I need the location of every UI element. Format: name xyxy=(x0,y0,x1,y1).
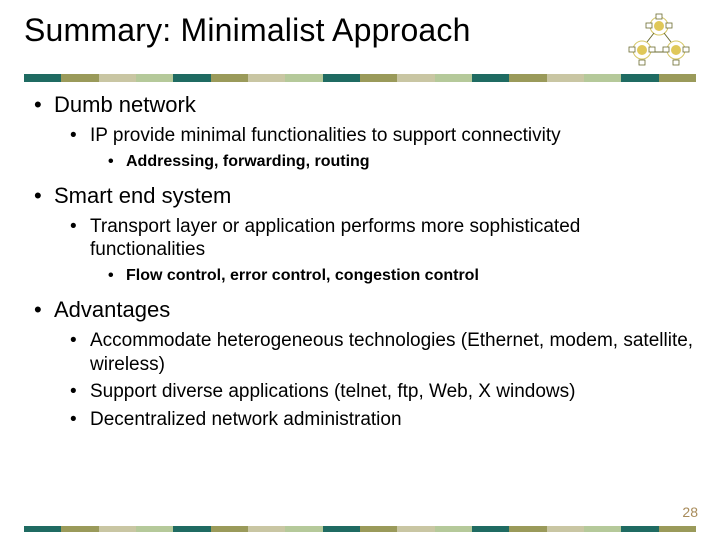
list-item: Transport layer or application performs … xyxy=(64,215,696,287)
bottom-divider xyxy=(24,526,696,532)
network-icon xyxy=(622,12,696,68)
divider-segment xyxy=(472,74,509,82)
divider-segment xyxy=(397,526,434,532)
divider-segment xyxy=(547,526,584,532)
divider-segment xyxy=(621,526,658,532)
divider-segment xyxy=(472,526,509,532)
divider-segment xyxy=(173,74,210,82)
divider-segment xyxy=(360,526,397,532)
list-item: Support diverse applications (telnet, ft… xyxy=(64,380,696,404)
divider-segment xyxy=(621,74,658,82)
divider-segment xyxy=(99,74,136,82)
divider-segment xyxy=(24,526,61,532)
bullet-text: Addressing, forwarding, routing xyxy=(126,153,370,170)
divider-segment xyxy=(509,526,546,532)
bullet-text: Smart end system xyxy=(54,183,231,208)
slide: Summary: Minimalist Approach xyxy=(0,0,720,540)
divider-segment xyxy=(99,526,136,532)
divider-segment xyxy=(323,74,360,82)
list-item: Accommodate heterogeneous technologies (… xyxy=(64,329,696,377)
divider-segment xyxy=(584,74,621,82)
list-item: Flow control, error control, congestion … xyxy=(102,266,696,287)
bullet-text: Accommodate heterogeneous technologies (… xyxy=(90,330,693,375)
bullet-text: Support diverse applications (telnet, ft… xyxy=(90,381,575,402)
content-area: Dumb network IP provide minimal function… xyxy=(24,92,696,432)
divider-segment xyxy=(659,74,696,82)
bullet-text: Advantages xyxy=(54,297,170,322)
title-row: Summary: Minimalist Approach xyxy=(24,12,696,68)
divider-segment xyxy=(285,74,322,82)
divider-segment xyxy=(61,74,98,82)
title-divider xyxy=(24,74,696,82)
divider-segment xyxy=(397,74,434,82)
page-number: 28 xyxy=(682,504,698,520)
bullet-list: Dumb network IP provide minimal function… xyxy=(28,92,696,432)
divider-segment xyxy=(211,526,248,532)
divider-segment xyxy=(360,74,397,82)
divider-segment xyxy=(211,74,248,82)
list-item: IP provide minimal functionalities to su… xyxy=(64,124,696,173)
divider-segment xyxy=(584,526,621,532)
list-item: Advantages Accommodate heterogeneous tec… xyxy=(28,297,696,432)
divider-segment xyxy=(24,74,61,82)
bullet-text: Flow control, error control, congestion … xyxy=(126,267,479,284)
divider-segment xyxy=(61,526,98,532)
divider-segment xyxy=(248,74,285,82)
slide-title: Summary: Minimalist Approach xyxy=(24,12,471,49)
divider-segment xyxy=(659,526,696,532)
divider-segment xyxy=(547,74,584,82)
divider-segment xyxy=(173,526,210,532)
divider-segment xyxy=(435,74,472,82)
divider-segment xyxy=(136,74,173,82)
bullet-text: IP provide minimal functionalities to su… xyxy=(90,125,561,146)
divider-segment xyxy=(248,526,285,532)
divider-segment xyxy=(136,526,173,532)
divider-segment xyxy=(285,526,322,532)
divider-segment xyxy=(435,526,472,532)
bullet-text: Dumb network xyxy=(54,92,196,117)
list-item: Decentralized network administration xyxy=(64,408,696,432)
divider-segment xyxy=(323,526,360,532)
list-item: Addressing, forwarding, routing xyxy=(102,152,696,173)
list-item: Dumb network IP provide minimal function… xyxy=(28,92,696,173)
bullet-text: Transport layer or application performs … xyxy=(90,216,580,261)
bullet-text: Decentralized network administration xyxy=(90,409,402,430)
list-item: Smart end system Transport layer or appl… xyxy=(28,183,696,287)
divider-segment xyxy=(509,74,546,82)
